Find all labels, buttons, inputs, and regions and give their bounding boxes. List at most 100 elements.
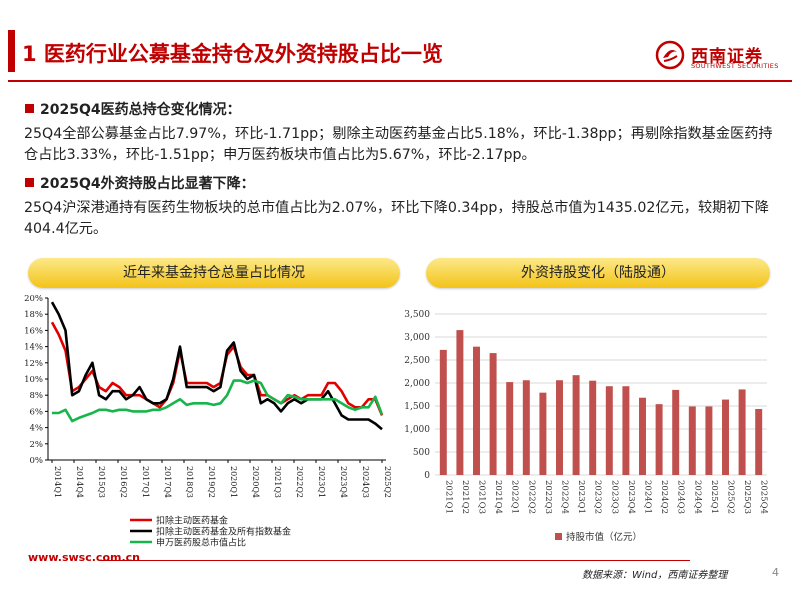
bar [473,346,480,475]
bar [605,386,613,475]
x-tick-label: 2017Q1 [141,466,150,498]
right-chart-title: 外资持股变化（陆股通） [426,258,770,288]
page-number: 4 [772,566,779,579]
bar [522,380,530,475]
y-tick-label: 16% [24,326,43,336]
left-chart-title: 近年来基金持仓总量占比情况 [28,258,400,288]
section1-heading: 2025Q4医药总持仓变化情况： [40,102,241,118]
footer-divider [100,560,690,561]
x-tick-label: 2015Q3 [97,466,106,498]
x-tick-label: 2022Q2 [526,480,536,514]
y-tick-label: 2,000 [404,379,430,389]
legend-label-2: 扣除主动医药基金及所有指数基金 [156,526,291,538]
logo-mark-icon [655,40,685,70]
logo-text-en: SOUTHWEST SECURITIES [691,62,779,70]
legend-label: 持股市值（亿元） [566,531,642,543]
series-line-1 [50,321,384,416]
bar [672,389,680,475]
y-tick-label: 4% [30,424,44,434]
series-line-2 [50,301,383,431]
bullet-square-icon [25,178,34,187]
x-tick-label: 2025Q1 [709,480,719,514]
x-tick-label: 2023Q3 [609,480,619,514]
x-tick-label: 2023Q4 [626,480,636,514]
y-tick-label: 12% [24,359,43,369]
section1-text: 25Q4全部公募基金占比7.97%，环比-1.71pp；剔除主动医药基金占比5.… [24,126,773,163]
y-tick-label: 500 [413,448,430,458]
x-tick-label: 2021Q2 [460,480,470,514]
x-tick-label: 2019Q2 [207,466,216,498]
x-tick-label: 2025Q2 [383,466,392,498]
bar [589,380,597,475]
x-tick-label: 2017Q4 [163,466,172,498]
bar [639,397,646,475]
bar [539,392,547,475]
x-tick-label: 2022Q4 [560,480,570,514]
bar [738,389,746,475]
x-tick-label: 2021Q3 [477,480,487,514]
bullet-square-icon [25,104,34,113]
y-tick-label: 8% [30,391,44,401]
bar [688,406,696,475]
legend-label-3: 申万医药股总市值占比 [156,537,246,549]
x-tick-label: 2022Q3 [543,480,553,514]
bar [722,399,729,475]
y-tick-label: 0 [424,471,430,481]
x-tick-label: 2023Q1 [576,480,586,514]
logo-text-cn: 西南证券 [691,47,763,67]
foreign-holding-bar-chart: 0 500 1,000 1,500 2,000 2,500 3,000 3,500 2021Q1… [404,310,769,543]
x-tick-label: 2022Q1 [510,480,520,514]
bar [506,382,514,475]
data-source-note: 数据来源：Wind，西南证券整理 [582,570,728,581]
x-tick-label: 2024Q3 [361,466,370,498]
section2-text: 25Q4沪深港通持有医药生物板块的总市值占比为2.07%，环比下降0.34pp，… [24,200,769,237]
y-tick-label: 14% [24,343,43,353]
header: 1 医药行业公募基金持仓及外资持股占比一览 西南证券 SOUTHWEST SEC… [0,0,800,82]
fund-holding-line-chart: 0% 2% 4% 6% 8% 10% 12% 14% 16% 18% 20% 2014Q1 2014Q4… [24,294,392,549]
y-tick-label: 18% [24,310,43,320]
y-tick-label: 2,500 [404,356,430,366]
x-tick-label: 2014Q4 [75,466,84,498]
bar [705,406,713,475]
title-underline [8,80,792,82]
legend-label-1: 扣除主动医药基金 [156,515,228,527]
x-tick-label: 2025Q4 [759,480,769,514]
bar [655,404,663,475]
bar [755,408,763,475]
y-tick-label: 2% [30,440,44,450]
x-tick-label: 2021Q3 [273,466,282,498]
y-tick-label: 3,000 [404,333,430,343]
y-tick-label: 20% [24,294,43,304]
x-tick-label: 2024Q3 [676,480,686,514]
y-tick-label: 10% [24,375,43,385]
x-tick-label: 2020Q4 [251,466,260,498]
bar [439,349,447,475]
x-tick-label: 2023Q1 [317,466,326,498]
y-tick-label: 1,000 [404,425,430,435]
legend-swatch [555,533,562,540]
x-tick-label: 2024Q2 [659,480,669,514]
x-tick-label: 2022Q2 [295,466,304,498]
bar [456,330,464,475]
y-tick-label: 1,500 [404,402,430,412]
x-tick-label: 2021Q1 [443,480,453,514]
y-tick-label: 3,500 [404,310,430,320]
x-tick-label: 2020Q1 [229,466,238,498]
x-tick-label: 2023Q2 [593,480,603,514]
bar [622,386,630,475]
bar [572,375,580,475]
bar [489,353,497,475]
page-title: 1 医药行业公募基金持仓及外资持股占比一览 [22,42,443,66]
bar [556,380,563,475]
x-tick-label: 2025Q2 [726,480,736,514]
company-logo: 西南证券 SOUTHWEST SECURITIES [655,38,795,74]
x-tick-label: 2024Q4 [692,480,702,514]
section2-heading: 2025Q4外资持股占比显著下降： [40,176,255,192]
x-tick-label: 2024Q1 [643,480,653,514]
y-tick-label: 6% [30,407,44,417]
footer-url[interactable]: www.swsc.com.cn [28,551,140,564]
x-tick-label: 2018Q3 [185,466,194,498]
x-tick-label: 2023Q4 [339,466,348,498]
x-tick-label: 2021Q4 [493,480,503,514]
x-tick-label: 2016Q2 [119,466,128,498]
